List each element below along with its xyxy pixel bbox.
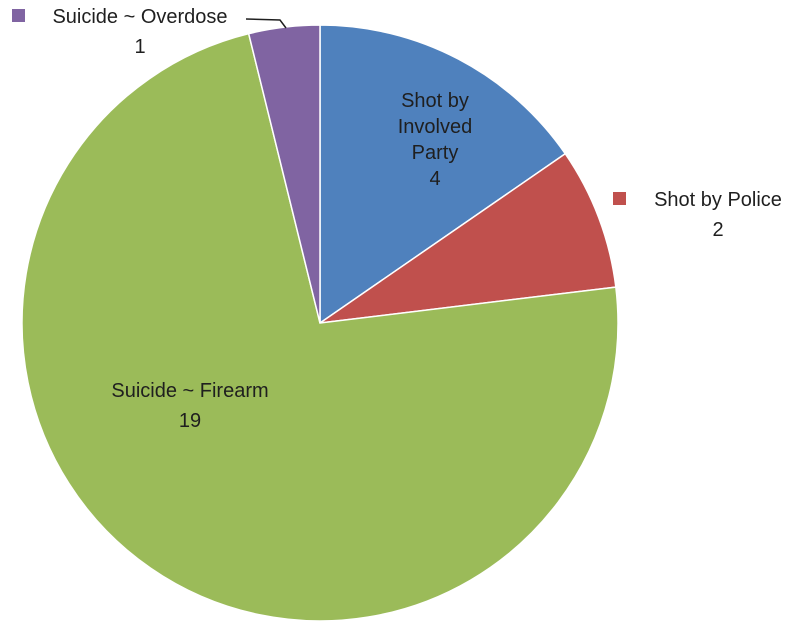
data-label-suicide-overdose: Suicide ~ Overdose 1: [12, 6, 287, 58]
pie-slice-suicide-firearm: [21, 32, 619, 621]
data-label-shot-by-police: Shot by Police 2: [613, 189, 782, 241]
label-text: Suicide ~ Firearm: [111, 380, 268, 402]
label-value: 1: [134, 36, 145, 58]
label-text: Shot by Police: [654, 189, 782, 211]
label-value: 19: [179, 410, 201, 432]
data-label-suicide-firearm: Suicide ~ Firearm 19: [111, 380, 268, 432]
label-marker-shot-by-police: [613, 192, 626, 205]
label-text: Shot by: [401, 90, 469, 112]
pie-slice-shot-by-police: [319, 152, 617, 324]
label-text: Suicide ~ Overdose: [52, 6, 227, 28]
label-value: 2: [712, 219, 723, 241]
label-text: Involved: [398, 116, 473, 138]
pie-slice-shot-by-involved-party: [319, 24, 567, 325]
label-text: Party: [412, 142, 459, 164]
leader-line: [245, 18, 287, 29]
pie-slice-suicide-overdose: [247, 24, 321, 324]
label-marker-suicide-overdose: [12, 9, 25, 22]
data-label-shot-by-involved-party: Shot by Involved Party 4: [398, 90, 473, 190]
label-value: 4: [429, 168, 440, 190]
